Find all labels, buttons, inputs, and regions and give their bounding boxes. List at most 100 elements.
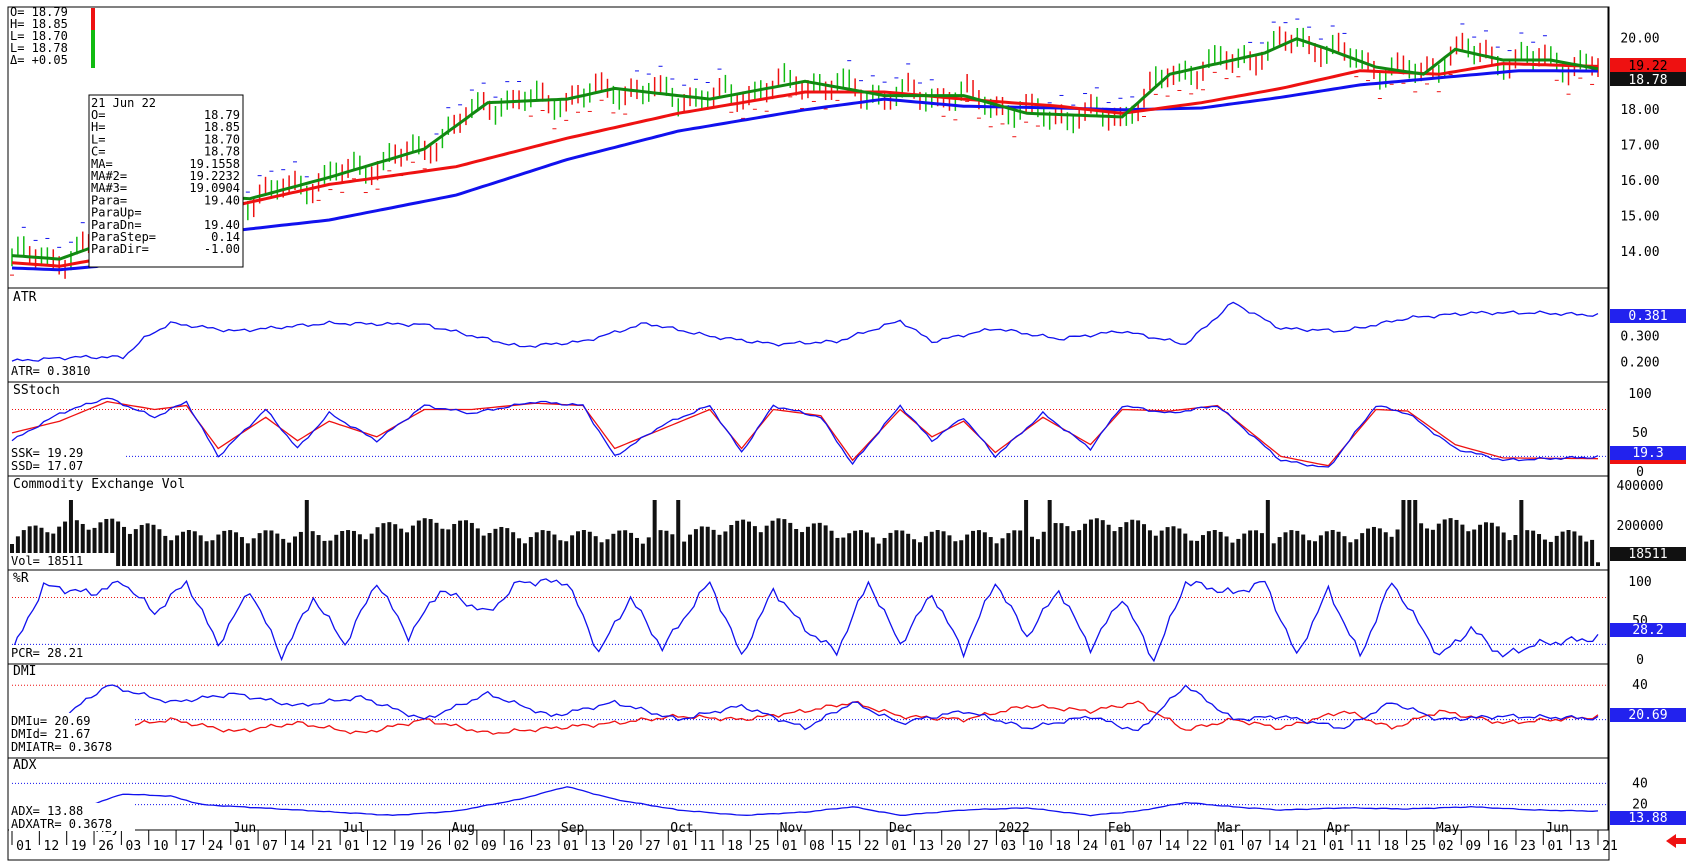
- tag-price-last: 18.78: [1628, 73, 1667, 88]
- volume-bar: [51, 533, 56, 566]
- volume-bar: [688, 534, 693, 566]
- x-day-label: 11: [700, 839, 716, 854]
- info-label: O=: [91, 108, 105, 122]
- price-panel[interactable]: [10, 18, 1599, 279]
- volume-bar: [841, 537, 846, 566]
- volume-bar: [723, 531, 728, 566]
- volume-bar: [245, 543, 250, 566]
- volume-bar: [534, 532, 539, 566]
- info-value: 18.85: [204, 120, 240, 134]
- volume-bar: [63, 521, 68, 566]
- volume-bar: [693, 529, 698, 566]
- volume-bar: [381, 523, 386, 566]
- x-day-label: 13: [1575, 839, 1591, 854]
- volume-bar: [346, 530, 351, 566]
- volume-bar: [1584, 541, 1589, 566]
- volume-bar: [1324, 531, 1329, 566]
- volume-bar: [552, 534, 557, 566]
- volume-bar: [994, 543, 999, 566]
- info-value: 18.78: [204, 145, 240, 159]
- volume-bar: [629, 532, 634, 566]
- volume-bar: [711, 529, 716, 566]
- vol-title: Commodity Exchange Vol: [13, 477, 185, 492]
- volume-bar: [1489, 522, 1494, 566]
- volume-bar: [705, 526, 710, 566]
- atr-readout: ATR= 0.3810: [11, 364, 90, 378]
- volume-bar: [328, 540, 333, 566]
- volume-bar: [1041, 531, 1046, 566]
- volume-bar: [1590, 539, 1595, 566]
- volume-bar: [599, 542, 604, 566]
- x-day-label: 16: [508, 839, 524, 854]
- volume-bar: [1395, 529, 1400, 566]
- x-month-label: Sep: [561, 821, 585, 836]
- volume-bar: [1259, 533, 1264, 566]
- volume-bar: [298, 531, 303, 566]
- price-tick: 17.00: [1620, 138, 1659, 153]
- volume-bar: [499, 526, 504, 566]
- volume-bar: [587, 531, 592, 566]
- x-day-label: 20: [946, 839, 962, 854]
- x-day-label: 01: [563, 839, 579, 854]
- volume-bars[interactable]: [10, 500, 1600, 566]
- scroll-left-arrow-icon[interactable]: [1666, 834, 1686, 848]
- volume-bar: [676, 500, 681, 566]
- ohlc-high: H= 18.85: [10, 17, 68, 31]
- tag-pr: 28.2: [1632, 623, 1663, 638]
- x-day-label: 01: [344, 839, 360, 854]
- volume-bar: [1018, 530, 1023, 566]
- volume-bar: [988, 537, 993, 566]
- volume-bar: [1413, 500, 1418, 566]
- x-day-label: 12: [44, 839, 60, 854]
- volume-bar: [127, 533, 132, 566]
- ssd-readout: SSD= 17.07: [11, 459, 83, 473]
- volume-bar: [251, 538, 256, 566]
- volume-bar: [293, 536, 298, 566]
- volume-bar: [953, 541, 958, 566]
- ma-slow-line: [11, 69, 1598, 272]
- atr-title: ATR: [13, 290, 37, 305]
- volume-bar: [15, 536, 20, 566]
- volume-bar: [752, 526, 757, 566]
- volume-bar: [935, 530, 940, 566]
- volume-bar: [422, 518, 427, 566]
- ssk-readout: SSK= 19.29: [11, 446, 83, 460]
- volume-bar: [776, 518, 781, 566]
- price-tick: 16.00: [1620, 174, 1659, 189]
- volume-bar: [528, 537, 533, 566]
- info-value: 18.70: [204, 132, 240, 146]
- volume-bar: [864, 532, 869, 566]
- x-day-label: 03: [126, 839, 142, 854]
- x-day-label: 14: [1165, 839, 1181, 854]
- volume-bar: [1307, 540, 1312, 566]
- volume-bar: [469, 522, 474, 566]
- x-day-label: 13: [919, 839, 935, 854]
- price-tick: 18.00: [1620, 103, 1659, 118]
- volume-bar: [287, 542, 292, 566]
- volume-bar: [1336, 531, 1341, 566]
- volume-bar: [310, 531, 315, 566]
- volume-bar: [805, 526, 810, 566]
- ohlc-open: O= 18.79: [10, 5, 68, 19]
- volume-bar: [1165, 527, 1170, 566]
- indicator-lines[interactable]: [11, 301, 1608, 817]
- info-label: L=: [91, 132, 105, 146]
- volume-bar: [558, 540, 563, 566]
- volume-bar: [351, 530, 356, 566]
- volume-bar: [758, 532, 763, 566]
- x-day-label: 02: [454, 839, 470, 854]
- volume-bar: [1142, 524, 1147, 566]
- volume-bar: [640, 543, 645, 566]
- volume-bar: [1519, 500, 1524, 566]
- info-value: 19.40: [204, 218, 240, 232]
- volume-bar: [1029, 536, 1034, 566]
- x-day-label: 26: [98, 839, 114, 854]
- volume-bar: [823, 525, 828, 566]
- volume-bar: [1118, 527, 1123, 566]
- x-day-label: 13: [590, 839, 606, 854]
- x-day-label: 21: [1301, 839, 1317, 854]
- volume-bar: [782, 519, 787, 566]
- volume-bar: [1100, 520, 1105, 566]
- x-day-label: 01: [1219, 839, 1235, 854]
- volume-bar: [493, 528, 498, 566]
